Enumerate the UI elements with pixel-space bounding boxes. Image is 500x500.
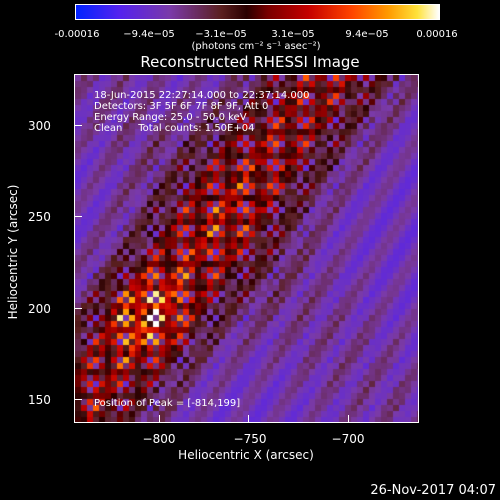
energy-range-annotation: Energy Range: 25.0 - 50.0 keV [94, 112, 247, 123]
x-tick-label: −800 [142, 432, 176, 446]
colorbar-tick: -0.00016 [54, 29, 100, 40]
x-tick-mark [248, 415, 249, 423]
y-tick-mark [74, 216, 82, 217]
x-tick-mark [348, 415, 349, 423]
x-tick-mark [159, 415, 160, 423]
colorbar [75, 4, 440, 20]
colorbar-tick: −3.1e−05 [195, 29, 247, 40]
detectors-annotation: Detectors: 3F 5F 6F 7F 8F 9F, Att 0 [94, 101, 269, 112]
heatmap-plot: 18-Jun-2015 22:27:14.000 to 22:37:14.000… [74, 74, 419, 423]
render-timestamp: 26-Nov-2017 04:07 [370, 483, 496, 498]
time-range-annotation: 18-Jun-2015 22:27:14.000 to 22:37:14.000 [94, 90, 310, 101]
x-tick-label: −750 [233, 432, 267, 446]
plot-title: Reconstructed RHESSI Image [140, 53, 360, 71]
colorbar-tick: −9.4e−05 [123, 29, 175, 40]
y-tick-mark [74, 308, 82, 309]
colorbar-tick: 0.00016 [416, 29, 458, 40]
y-tick-label: 250 [28, 210, 51, 224]
y-axis-label: Heliocentric Y (arcsec) [6, 184, 20, 320]
clean-counts-annotation: Clean Total counts: 1.50E+04 [94, 123, 255, 134]
x-tick-label: −700 [331, 432, 365, 446]
y-tick-label: 150 [28, 393, 51, 407]
colorbar-units-label: (photons cm⁻² s⁻¹ asec⁻²) [191, 41, 321, 52]
y-tick-label: 200 [28, 302, 51, 316]
x-axis-label: Heliocentric X (arcsec) [178, 448, 314, 462]
colorbar-tick: 3.1e−05 [271, 29, 315, 40]
colorbar-tick: 9.4e−05 [345, 29, 389, 40]
y-tick-label: 300 [28, 119, 51, 133]
y-tick-mark [74, 125, 82, 126]
y-tick-mark [74, 399, 82, 400]
peak-position-annotation: Position of Peak = [-814,199] [94, 398, 241, 409]
heatmap-canvas [75, 75, 418, 422]
